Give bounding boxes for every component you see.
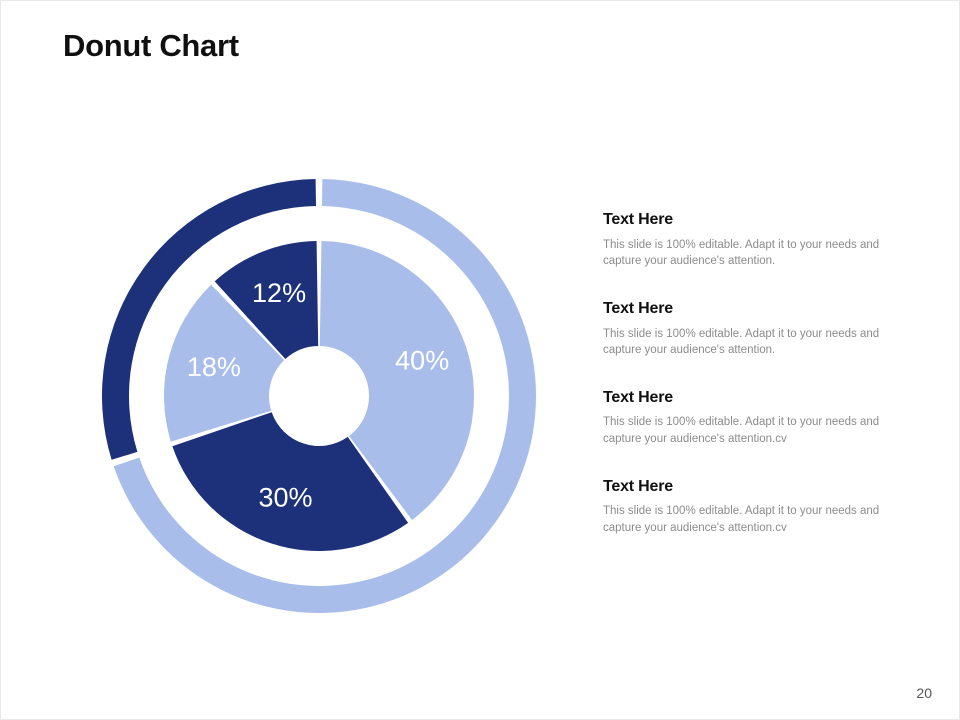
text-block-heading: Text Here xyxy=(603,388,673,406)
text-block-body: This slide is 100% editable. Adapt it to… xyxy=(603,505,880,535)
text-block: Text Here This slide is 100% editable. A… xyxy=(603,478,903,537)
slice-labels: 40% 30% 18% 12% xyxy=(187,278,449,512)
text-block-body: This slide is 100% editable. Adapt it to… xyxy=(603,416,880,446)
donut-segment[interactable] xyxy=(214,241,319,360)
donut-segment[interactable] xyxy=(319,241,474,520)
inner-ring xyxy=(163,241,474,551)
slice-label: 12% xyxy=(252,278,306,308)
slice-label: 30% xyxy=(258,482,312,512)
text-column: Text Here This slide is 100% editable. A… xyxy=(603,211,903,537)
page-title: Donut Chart xyxy=(63,28,239,63)
donut-chart-svg[interactable]: 40% 30% 18% 12% xyxy=(102,179,536,613)
text-block: Text Here This slide is 100% editable. A… xyxy=(603,211,903,270)
text-block-body: This slide is 100% editable. Adapt it to… xyxy=(603,327,880,357)
text-block-heading: Text Here xyxy=(603,299,673,317)
text-block-body: This slide is 100% editable. Adapt it to… xyxy=(603,238,880,268)
text-block-heading: Text Here xyxy=(603,477,673,495)
slice-label: 40% xyxy=(395,346,449,376)
text-block: Text Here This slide is 100% editable. A… xyxy=(603,300,903,359)
text-block: Text Here This slide is 100% editable. A… xyxy=(603,389,903,448)
outer-ring xyxy=(102,179,536,613)
slice-label: 18% xyxy=(187,352,241,382)
text-block-heading: Text Here xyxy=(603,211,673,228)
page-number: 20 xyxy=(916,685,932,701)
donut-segment[interactable] xyxy=(172,412,409,551)
donut-chart[interactable]: 40% 30% 18% 12% xyxy=(102,179,536,613)
donut-segment[interactable] xyxy=(163,284,285,442)
donut-segment[interactable] xyxy=(102,179,317,460)
